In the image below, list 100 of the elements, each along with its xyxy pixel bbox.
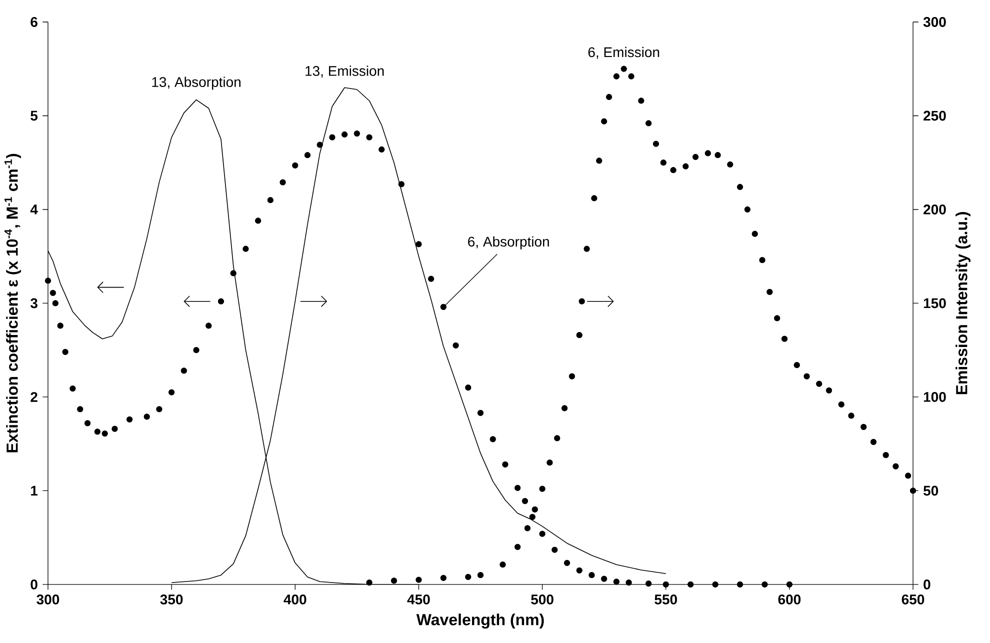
point [477,572,484,578]
point [638,98,644,104]
point [316,142,323,148]
point [576,567,582,574]
point [126,416,133,422]
point [52,300,58,306]
point [168,389,175,396]
point [736,184,744,190]
point [378,146,385,153]
y2-tick-label: 250 [924,110,946,121]
x-tick-label: 550 [654,594,677,604]
x-tick-label: 300 [36,594,60,604]
point [354,130,360,137]
y-tick-label: 0 [30,579,38,590]
point [57,322,64,329]
point [564,560,570,566]
point [390,578,398,584]
point [781,336,788,342]
point [670,166,676,174]
point [522,498,528,504]
x-tick-label: 600 [778,594,801,604]
point [440,574,447,581]
point [465,574,472,580]
point [613,578,620,585]
y2-tick-label: 200 [924,204,946,214]
point [578,298,585,304]
point [94,428,100,435]
point [342,131,348,138]
y2-axis-title: Emission Intensity (a.u.) [956,212,970,394]
point [366,579,372,586]
point [44,278,52,284]
point [329,134,336,140]
point [759,256,766,264]
point [230,270,236,276]
point [416,241,422,248]
point [428,276,434,282]
point [156,406,162,412]
point [752,230,758,237]
point [267,196,274,204]
point [514,544,521,550]
point [816,380,822,387]
point [620,66,627,72]
point [539,486,546,492]
point [490,436,496,442]
point [554,435,560,442]
y-tick-label: 3 [30,298,38,308]
point [280,179,286,186]
point [144,414,150,420]
point [304,152,311,158]
point [662,581,669,588]
point [524,525,531,532]
point [860,424,867,430]
point [532,506,538,512]
point [206,322,212,329]
point [576,332,582,338]
point [255,218,262,224]
point [601,118,608,124]
point [112,426,118,432]
point [588,572,595,578]
point [646,580,652,587]
point [712,581,718,588]
annotation: 6, Absorption [468,236,549,250]
point [766,288,773,295]
point [568,373,576,380]
point [688,581,694,588]
point [727,161,734,168]
point [744,206,750,213]
point [714,152,721,158]
point [539,530,546,537]
point [826,387,832,394]
point [870,438,877,445]
annotation: 13, Absorption [152,76,240,90]
point [452,342,459,348]
point [786,581,793,588]
y-tick-label: 1 [31,486,38,496]
point [62,348,68,355]
point [440,304,447,310]
point [193,346,200,354]
point [584,246,590,252]
point [905,472,912,479]
point [804,373,810,380]
point [613,73,620,80]
point [552,546,558,553]
x-tick-label: 350 [160,594,183,604]
annotation: 13, Emission [306,66,384,78]
point [596,158,602,164]
y2-tick-label: 0 [924,579,930,590]
point [660,159,666,166]
point [652,140,660,147]
point [762,581,768,588]
point [218,298,224,304]
point [626,579,632,586]
point [50,290,56,296]
point [591,195,598,202]
point [682,163,689,170]
y-tick-label: 5 [30,110,38,121]
point [692,154,699,160]
y-tick-label: 2 [30,392,38,402]
annotation: 6, Emission [588,46,660,59]
point [416,576,422,583]
